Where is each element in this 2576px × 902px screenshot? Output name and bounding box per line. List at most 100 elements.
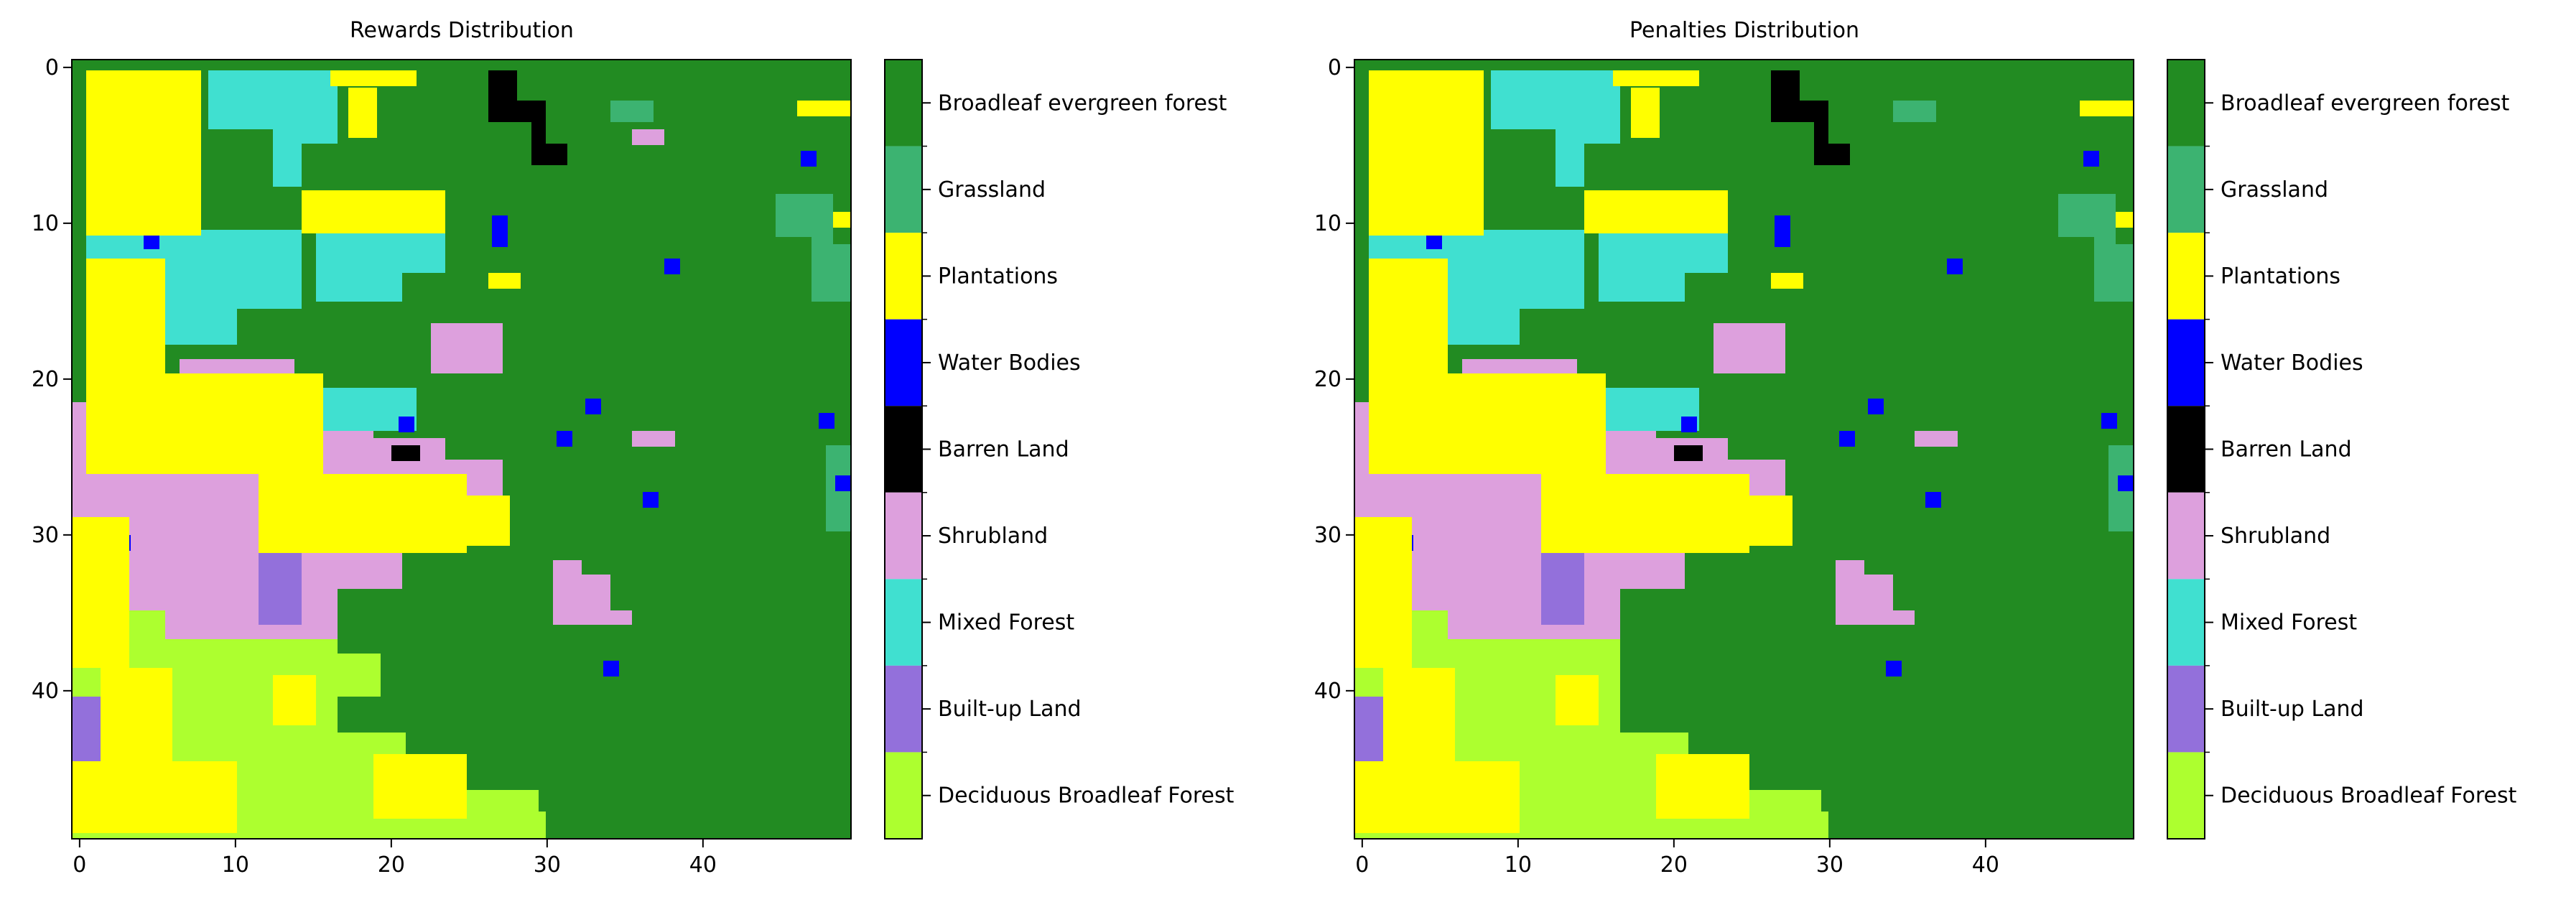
- region-barren-p2: [1674, 445, 1703, 461]
- water-11: [603, 661, 619, 676]
- x-tick-label-rewards-1: 10: [222, 852, 249, 878]
- plantation-p1: [1369, 70, 1484, 236]
- y-tick-label-rewards-4: 40: [32, 679, 59, 704]
- region-builtup-p: [1541, 553, 1584, 625]
- colorbar-penalties: Broadleaf evergreen forest Grassland Plant…: [2167, 59, 2517, 840]
- colorbar-swatch-rewards-4: [885, 406, 922, 493]
- colorbar-swatch-rewards-1: [885, 146, 922, 233]
- plantation-3: [86, 373, 323, 474]
- heatmap-penalties: [1354, 60, 2134, 839]
- plantation-p5: [1584, 190, 1728, 233]
- x-tick-label-penalties-1: 10: [1505, 852, 1532, 878]
- colorbar-swatch-penalties-2: [2167, 233, 2205, 320]
- colorbar-swatch-rewards-6: [885, 579, 922, 666]
- colorbar-label-rewards-8: Deciduous Broadleaf Forest: [938, 784, 1234, 809]
- region-deciduous-2: [338, 654, 381, 697]
- plantation-13: [488, 273, 521, 289]
- colorbar-label-penalties-2: Plantations: [2221, 264, 2340, 289]
- plantation-p2: [1369, 259, 1448, 381]
- x-tick-label-penalties-3: 30: [1816, 852, 1843, 878]
- x-tick-label-penalties-0: 0: [1355, 852, 1369, 878]
- colorbar-label-penalties-1: Grassland: [2221, 177, 2328, 203]
- colorbar-label-penalties-5: Shrubland: [2221, 524, 2330, 549]
- plantation-p13: [1771, 273, 1803, 289]
- chart-title-penalties: Penalties Distribution: [1629, 18, 1859, 43]
- water-10: [643, 492, 659, 508]
- plantation-6: [330, 70, 417, 86]
- region-grassland-p: [2058, 194, 2134, 302]
- colorbar-swatch-penalties-0: [2167, 60, 2205, 147]
- colorbar-label-rewards-4: Barren Land: [938, 437, 1069, 462]
- region-grassland: [776, 194, 851, 302]
- plantation-5: [302, 190, 445, 233]
- y-tick-label-penalties-1: 10: [1314, 211, 1342, 236]
- y-axis-rewards: 0 10 20 30 40: [32, 55, 72, 704]
- colorbar-swatch-rewards-0: [885, 60, 922, 147]
- colorbar-swatch-rewards-7: [885, 665, 922, 753]
- colorbar-swatch-penalties-6: [2167, 579, 2205, 666]
- water-p10: [1925, 492, 1941, 508]
- water-6: [585, 399, 601, 414]
- plantation-11: [72, 761, 237, 833]
- y-tick-label-rewards-1: 10: [32, 211, 59, 236]
- water-2: [144, 233, 159, 249]
- y-tick-label-rewards-3: 30: [32, 523, 59, 548]
- plantation-p11: [1354, 761, 1520, 833]
- plantation-p15: [1656, 754, 1749, 819]
- water-p7: [2101, 413, 2117, 429]
- region-mixed-p3: [1599, 230, 1728, 302]
- y-tick-label-rewards-2: 20: [32, 367, 59, 392]
- colorbar-frame-rewards: [884, 59, 923, 840]
- y-tick-label-penalties-2: 20: [1314, 367, 1342, 392]
- region-shrubland-4: [632, 431, 675, 447]
- water-p11: [1886, 661, 1902, 676]
- colorbar-label-rewards-2: Plantations: [938, 264, 1058, 289]
- y-tick-label-penalties-4: 40: [1314, 679, 1342, 704]
- region-shrubland-5: [632, 129, 664, 145]
- water-p3: [1775, 215, 1790, 247]
- x-axis-penalties: 0 10 20 30 40: [1355, 839, 1999, 878]
- colorbar-swatch-penalties-7: [2167, 665, 2205, 753]
- plantation-p10: [1383, 668, 1455, 776]
- region-shrubland-2: [431, 323, 503, 373]
- y-axis-penalties: 0 10 20 30 40: [1314, 55, 1354, 704]
- axes-frame-penalties: [1354, 59, 2134, 840]
- colorbar-swatch-rewards-5: [885, 492, 922, 580]
- plantation-2: [86, 259, 165, 381]
- water-p6: [1868, 399, 1884, 414]
- region-mixed: [208, 70, 338, 187]
- water-9: [835, 475, 851, 491]
- water-4: [801, 151, 817, 167]
- x-tick-label-rewards-2: 20: [378, 852, 405, 878]
- colorbar-label-penalties-6: Mixed Forest: [2221, 610, 2357, 636]
- region-mixed-p: [1491, 70, 1620, 187]
- plantation-p9: [1354, 517, 1412, 668]
- region-shrubland-p4: [1915, 431, 1958, 447]
- x-tick-label-penalties-4: 40: [1972, 852, 1999, 878]
- plantation-p12: [2080, 101, 2134, 116]
- colorbar-label-rewards-1: Grassland: [938, 177, 1046, 203]
- chart-title-rewards: Rewards Distribution: [350, 18, 574, 43]
- panel-penalties: Penalties Distribution: [1314, 18, 2517, 878]
- colorbar-label-rewards-3: Water Bodies: [938, 350, 1081, 376]
- plantation-4: [259, 474, 467, 553]
- y-tick-label-penalties-3: 30: [1314, 523, 1342, 548]
- region-builtup: [259, 553, 302, 625]
- x-tick-label-rewards-0: 0: [73, 852, 86, 878]
- colorbar-label-penalties-7: Built-up Land: [2221, 697, 2364, 722]
- plantation-p14: [1556, 675, 1599, 725]
- plantation-15: [373, 754, 467, 819]
- plantation-p6: [1613, 70, 1699, 86]
- region-mixed-3: [316, 230, 445, 302]
- colorbar-label-penalties-0: Broadleaf evergreen forest: [2221, 90, 2510, 116]
- colorbar-label-rewards-0: Broadleaf evergreen forest: [938, 90, 1227, 116]
- colorbar-rewards: Broadleaf evergreen forest Grassland Plant…: [884, 59, 1234, 840]
- region-grassland-p2: [1893, 101, 1936, 122]
- colorbar-label-rewards-7: Built-up Land: [938, 697, 1082, 722]
- y-tick-label-penalties-0: 0: [1328, 55, 1342, 80]
- plantation-p4: [1541, 474, 1749, 553]
- plantation-9: [72, 517, 129, 668]
- water-p9: [2118, 475, 2134, 491]
- colorbar-frame-penalties: [2167, 59, 2205, 840]
